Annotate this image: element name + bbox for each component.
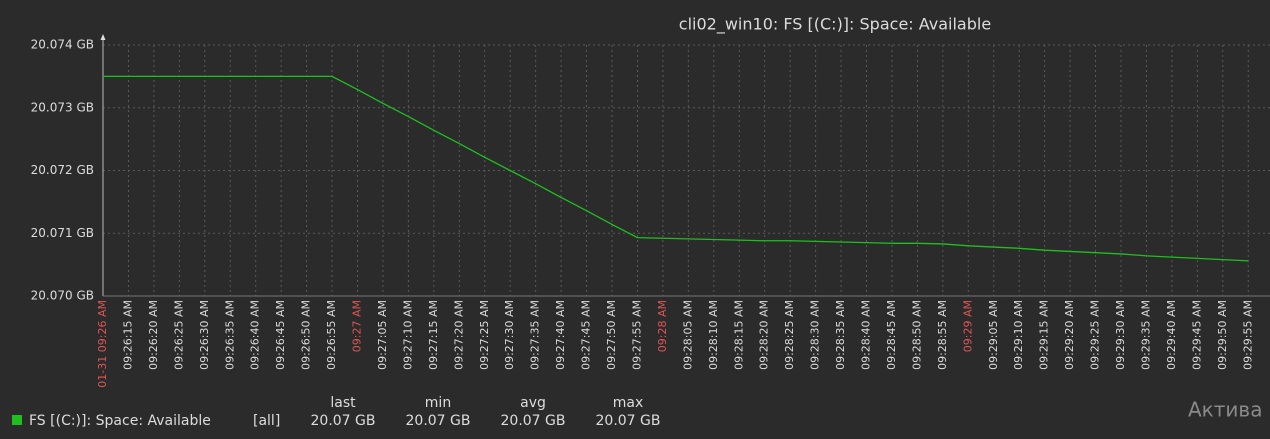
x-tick-label: 09:27:45 AM: [580, 300, 593, 370]
x-tick-label: 09:26:15 AM: [121, 300, 134, 370]
x-tick-label: 09:28:05 AM: [681, 300, 694, 370]
x-tick-label: 09:29:55 AM: [1241, 300, 1254, 370]
x-tick-label: 09:27:30 AM: [503, 300, 516, 370]
legend-value: 20.07 GB: [406, 413, 471, 429]
x-tick-label: 09:26:40 AM: [249, 300, 262, 370]
x-tick-label: 09:27:40 AM: [554, 300, 567, 370]
x-tick-label: 09:27:25 AM: [478, 300, 491, 370]
x-tick-label: 09:29:25 AM: [1089, 300, 1102, 370]
x-tick-label: 01-31 09:26 AM: [96, 300, 109, 388]
x-tick-label: 09:29 AM: [961, 300, 974, 352]
x-tick-label: 09:27:35 AM: [529, 300, 542, 370]
x-tick-label: 09:29:05 AM: [987, 300, 1000, 370]
y-tick-label: 20.073 GB: [31, 100, 94, 114]
x-tick-label: 09:28:55 AM: [936, 300, 949, 370]
x-tick-label: 09:28:30 AM: [809, 300, 822, 370]
series-line: [103, 75, 1249, 262]
x-tick-label: 09:26:25 AM: [172, 300, 185, 370]
legend-function: [all]: [253, 413, 280, 429]
legend-label: FS [(C:)]: Space: Available: [29, 413, 211, 429]
x-tick-label: 09:28:20 AM: [758, 300, 771, 370]
x-tick-label: 09:27:50 AM: [605, 300, 618, 370]
x-tick-label: 09:28:45 AM: [885, 300, 898, 370]
x-tick-label: 09:27:20 AM: [452, 300, 465, 370]
x-tick-label: 09:26:50 AM: [300, 300, 313, 370]
x-tick-label: 09:28:10 AM: [707, 300, 720, 370]
x-tick-label: 09:26:30 AM: [198, 300, 211, 370]
x-tick-label: 09:28:35 AM: [834, 300, 847, 370]
x-tick-label: 09:27:15 AM: [427, 300, 440, 370]
legend-header: avg: [520, 395, 546, 411]
y-axis-arrow: [100, 34, 106, 40]
y-tick-label: 20.074 GB: [31, 38, 94, 52]
x-tick-label: 09:26:45 AM: [274, 300, 287, 370]
x-tick-label: 09:26:55 AM: [325, 300, 338, 370]
x-tick-label: 09:29:45 AM: [1190, 300, 1203, 370]
x-tick-label: 09:26:35 AM: [223, 300, 236, 370]
y-tick-label: 20.071 GB: [31, 226, 94, 240]
legend-header: max: [613, 395, 644, 411]
x-tick-label: 09:28:25 AM: [783, 300, 796, 370]
x-tick-label: 09:28:15 AM: [732, 300, 745, 370]
watermark: Актива: [1188, 398, 1262, 422]
x-tick-label: 09:27 AM: [351, 300, 364, 352]
x-tick-label: 09:29:15 AM: [1038, 300, 1051, 370]
x-tick-label: 09:29:35 AM: [1139, 300, 1152, 370]
x-tick-label: 09:29:10 AM: [1012, 300, 1025, 370]
x-tick-label: 09:27:55 AM: [630, 300, 643, 370]
x-tick-label: 09:28 AM: [656, 300, 669, 352]
x-tick-label: 09:29:30 AM: [1114, 300, 1127, 370]
legend-value: 20.07 GB: [596, 413, 661, 429]
x-tick-label: 09:27:10 AM: [401, 300, 414, 370]
x-tick-label: 09:29:20 AM: [1063, 300, 1076, 370]
y-tick-label: 20.070 GB: [31, 289, 94, 303]
x-tick-label: 09:29:40 AM: [1165, 300, 1178, 370]
chart-title: cli02_win10: FS [(C:)]: Space: Available: [679, 15, 991, 35]
x-tick-label: 09:26:20 AM: [147, 300, 160, 370]
x-tick-label: 09:29:50 AM: [1216, 300, 1229, 370]
y-tick-label: 20.072 GB: [31, 163, 94, 177]
x-tick-label: 09:27:05 AM: [376, 300, 389, 370]
x-tick-label: 09:28:50 AM: [910, 300, 923, 370]
x-tick-label: 09:28:40 AM: [860, 300, 873, 370]
legend-swatch: [12, 415, 22, 425]
legend-header: last: [330, 395, 356, 411]
legend-value: 20.07 GB: [311, 413, 376, 429]
legend-value: 20.07 GB: [501, 413, 566, 429]
legend-header: min: [425, 395, 451, 411]
